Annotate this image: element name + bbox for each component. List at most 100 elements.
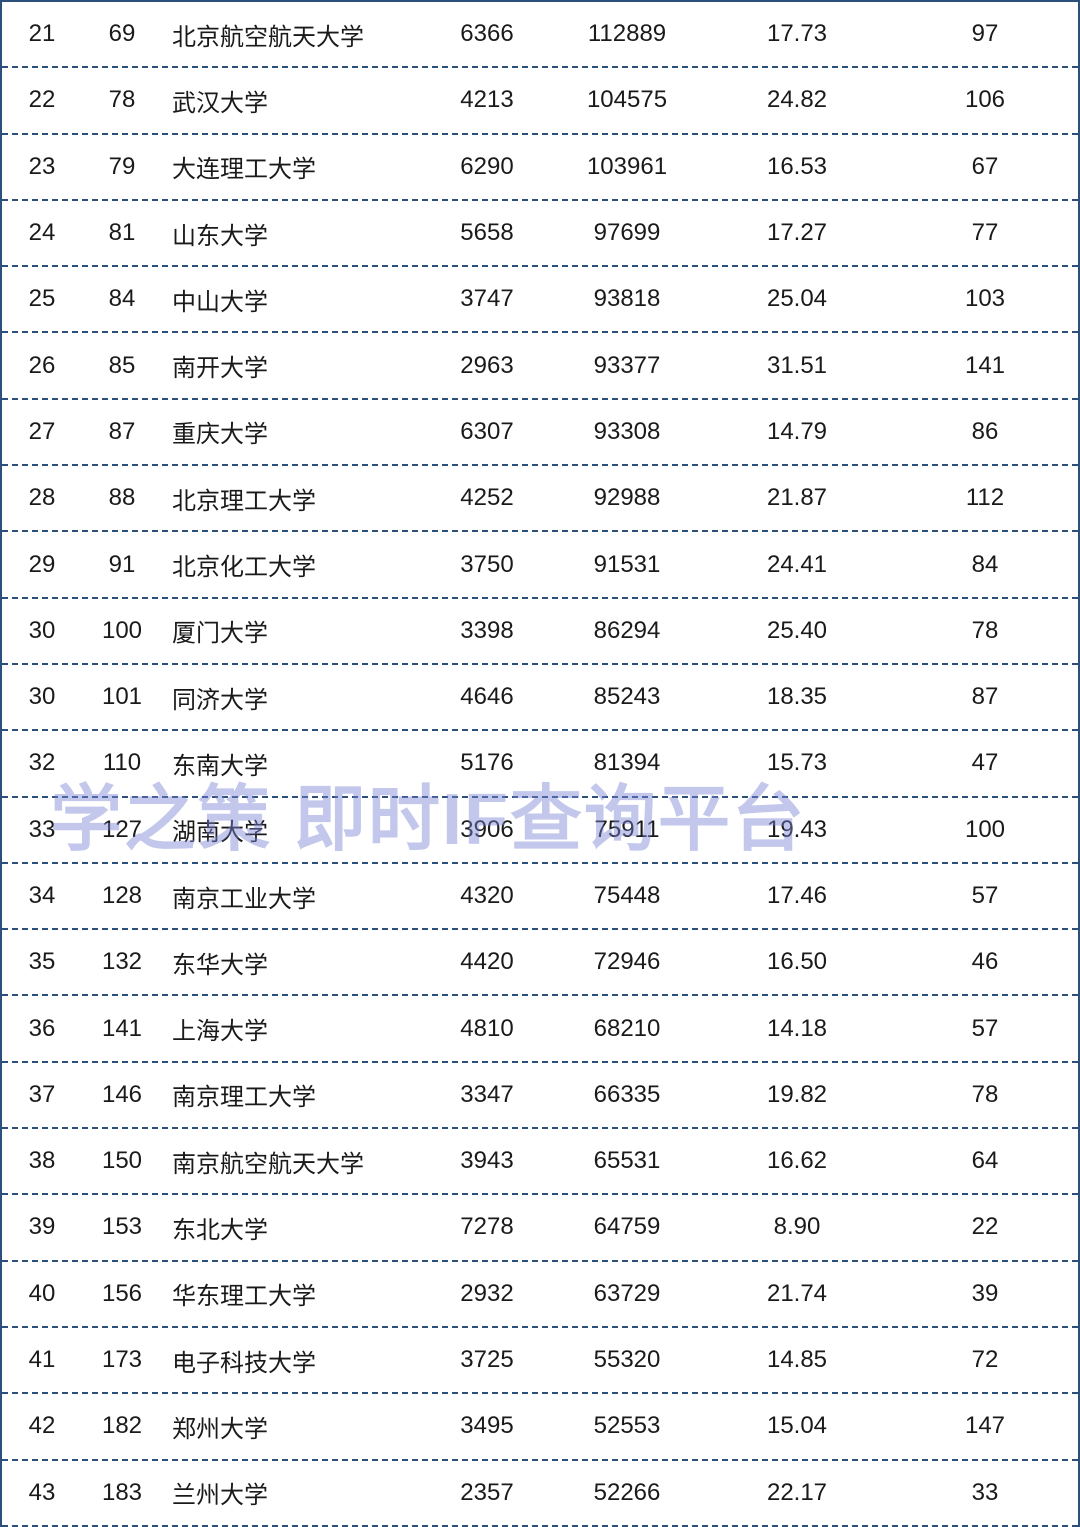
cell-val2: 75911 [552, 816, 702, 844]
cell-val3: 18.35 [702, 683, 892, 711]
cell-val3: 25.04 [702, 285, 892, 313]
cell-val1: 2963 [422, 352, 552, 380]
table-row: 43183兰州大学23575226622.1733 [2, 1461, 1078, 1527]
cell-val4: 103 [892, 285, 1078, 313]
cell-university-name: 兰州大学 [162, 1475, 422, 1510]
cell-val1: 4252 [422, 484, 552, 512]
cell-val4: 64 [892, 1147, 1078, 1175]
cell-val1: 3725 [422, 1346, 552, 1374]
cell-val1: 3747 [422, 285, 552, 313]
cell-university-name: 同济大学 [162, 680, 422, 715]
cell-val1: 2357 [422, 1479, 552, 1507]
table-row: 41173电子科技大学37255532014.8572 [2, 1328, 1078, 1394]
cell-val3: 21.87 [702, 484, 892, 512]
cell-rank2: 153 [82, 1213, 162, 1241]
cell-rank1: 36 [2, 1015, 82, 1043]
cell-rank2: 128 [82, 882, 162, 910]
cell-val1: 4213 [422, 86, 552, 114]
cell-val3: 15.73 [702, 749, 892, 777]
cell-val2: 64759 [552, 1213, 702, 1241]
cell-rank1: 22 [2, 86, 82, 114]
cell-val1: 4646 [422, 683, 552, 711]
cell-university-name: 郑州大学 [162, 1409, 422, 1444]
cell-rank1: 37 [2, 1081, 82, 1109]
cell-val1: 4320 [422, 882, 552, 910]
cell-val1: 3347 [422, 1081, 552, 1109]
cell-val2: 93818 [552, 285, 702, 313]
cell-rank1: 29 [2, 551, 82, 579]
cell-val2: 75448 [552, 882, 702, 910]
cell-rank1: 28 [2, 484, 82, 512]
table-row: 42182郑州大学34955255315.04147 [2, 1394, 1078, 1460]
cell-rank2: 156 [82, 1280, 162, 1308]
table-row: 2991北京化工大学37509153124.4184 [2, 532, 1078, 598]
cell-val4: 84 [892, 551, 1078, 579]
cell-val4: 78 [892, 617, 1078, 645]
cell-rank2: 100 [82, 617, 162, 645]
cell-rank1: 32 [2, 749, 82, 777]
cell-val3: 17.27 [702, 219, 892, 247]
cell-val2: 66335 [552, 1081, 702, 1109]
cell-rank2: 81 [82, 219, 162, 247]
cell-rank2: 91 [82, 551, 162, 579]
cell-university-name: 北京理工大学 [162, 481, 422, 516]
cell-val2: 55320 [552, 1346, 702, 1374]
cell-val1: 3398 [422, 617, 552, 645]
cell-rank1: 38 [2, 1147, 82, 1175]
cell-val4: 47 [892, 749, 1078, 777]
cell-rank1: 26 [2, 352, 82, 380]
cell-rank1: 35 [2, 948, 82, 976]
cell-val1: 2932 [422, 1280, 552, 1308]
cell-university-name: 南京理工大学 [162, 1077, 422, 1112]
table-row: 2888北京理工大学42529298821.87112 [2, 466, 1078, 532]
cell-university-name: 上海大学 [162, 1011, 422, 1046]
cell-val3: 8.90 [702, 1213, 892, 1241]
cell-university-name: 北京航空航天大学 [162, 17, 422, 52]
cell-val3: 17.73 [702, 20, 892, 48]
cell-rank1: 23 [2, 153, 82, 181]
cell-val2: 52553 [552, 1412, 702, 1440]
cell-val4: 106 [892, 86, 1078, 114]
cell-val3: 24.41 [702, 551, 892, 579]
table-row: 40156华东理工大学29326372921.7439 [2, 1262, 1078, 1328]
table-row: 2584中山大学37479381825.04103 [2, 267, 1078, 333]
cell-rank2: 88 [82, 484, 162, 512]
cell-val2: 97699 [552, 219, 702, 247]
cell-val4: 78 [892, 1081, 1078, 1109]
cell-rank2: 101 [82, 683, 162, 711]
cell-val1: 5658 [422, 219, 552, 247]
cell-university-name: 重庆大学 [162, 414, 422, 449]
cell-rank2: 87 [82, 418, 162, 446]
table-row: 30101同济大学46468524318.3587 [2, 665, 1078, 731]
cell-rank2: 84 [82, 285, 162, 313]
cell-rank1: 39 [2, 1213, 82, 1241]
cell-val1: 6307 [422, 418, 552, 446]
cell-val3: 21.74 [702, 1280, 892, 1308]
cell-rank2: 69 [82, 20, 162, 48]
cell-rank2: 150 [82, 1147, 162, 1175]
cell-val4: 77 [892, 219, 1078, 247]
cell-val2: 93308 [552, 418, 702, 446]
cell-val3: 22.17 [702, 1479, 892, 1507]
cell-val3: 19.43 [702, 816, 892, 844]
cell-rank1: 30 [2, 683, 82, 711]
cell-val3: 14.18 [702, 1015, 892, 1043]
cell-val4: 87 [892, 683, 1078, 711]
cell-val1: 3906 [422, 816, 552, 844]
cell-val4: 67 [892, 153, 1078, 181]
cell-val2: 86294 [552, 617, 702, 645]
cell-rank1: 41 [2, 1346, 82, 1374]
cell-rank1: 30 [2, 617, 82, 645]
cell-val4: 33 [892, 1479, 1078, 1507]
table-row: 38150南京航空航天大学39436553116.6264 [2, 1129, 1078, 1195]
table-row: 37146南京理工大学33476633519.8278 [2, 1063, 1078, 1129]
cell-val2: 91531 [552, 551, 702, 579]
cell-university-name: 南京航空航天大学 [162, 1144, 422, 1179]
cell-rank1: 24 [2, 219, 82, 247]
cell-val2: 63729 [552, 1280, 702, 1308]
cell-rank2: 127 [82, 816, 162, 844]
cell-val4: 57 [892, 1015, 1078, 1043]
cell-val1: 3750 [422, 551, 552, 579]
table-row: 2481山东大学56589769917.2777 [2, 201, 1078, 267]
cell-val3: 31.51 [702, 352, 892, 380]
